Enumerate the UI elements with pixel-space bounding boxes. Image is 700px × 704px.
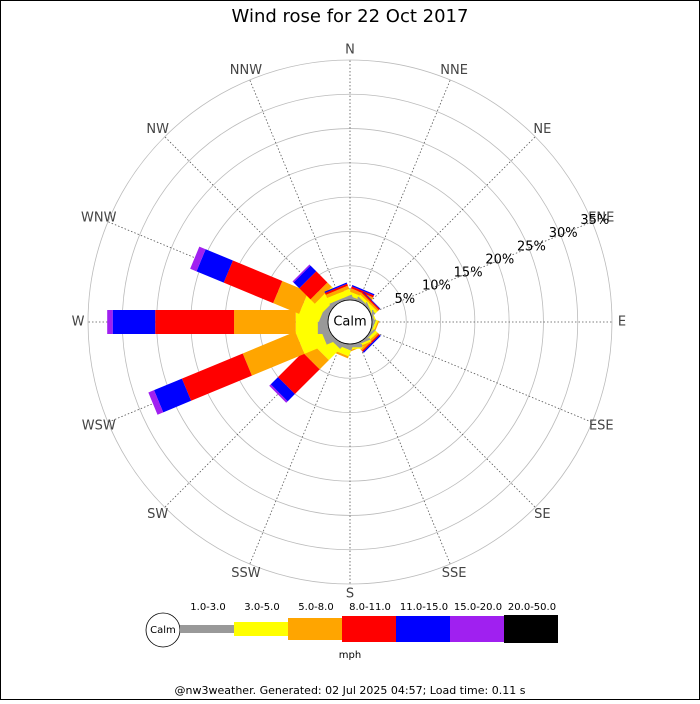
bar-segment [327, 288, 352, 304]
direction-label: SW [147, 507, 168, 522]
bar-segment [324, 283, 348, 295]
unit-label: mph [339, 650, 361, 661]
bar-segment [223, 260, 283, 304]
spoke [370, 330, 593, 423]
ring-label: 20% [485, 252, 514, 267]
legend-swatch [450, 616, 504, 642]
direction-label: SE [534, 507, 550, 522]
grid-ring [87, 59, 613, 585]
direction-label: WNW [81, 210, 117, 225]
calm-circle [327, 299, 373, 345]
chart-title: Wind rose for 22 Oct 2017 [232, 6, 469, 27]
bar-segment [196, 249, 233, 283]
legend-label: 1.0-3.0 [190, 602, 225, 613]
bar-segment [155, 310, 235, 334]
legend-label: 5.0-8.0 [298, 602, 333, 613]
direction-label: NNW [230, 63, 262, 78]
bar-segment [234, 310, 296, 334]
bar-segment [292, 264, 311, 283]
ring-label: 30% [549, 226, 578, 241]
bar-segment [299, 271, 328, 300]
legend-swatch [504, 615, 558, 643]
ring-label: 10% [422, 279, 451, 294]
bar-segment [148, 390, 164, 415]
bar-segment [154, 378, 192, 413]
legend-label: 11.0-15.0 [400, 602, 448, 613]
direction-label: ENE [588, 210, 614, 225]
direction-label: SSW [231, 566, 261, 581]
bar-segment [273, 280, 309, 314]
legend-label: 20.0-50.0 [508, 602, 556, 613]
bar-segment [360, 293, 379, 312]
bar-segment [329, 294, 353, 307]
bar-segment [351, 286, 374, 298]
bar-segment [310, 282, 332, 304]
direction-label: WSW [82, 419, 116, 434]
bar-segment [270, 377, 295, 402]
spoke [365, 337, 536, 508]
bar-segment [190, 246, 206, 272]
ring-label: 15% [454, 266, 483, 281]
spoke [358, 342, 451, 565]
calm-label: Calm [333, 315, 366, 330]
legend-calm-label: Calm [150, 625, 176, 636]
direction-label: NW [146, 122, 169, 137]
bar-segment [269, 384, 288, 403]
legend-swatch [180, 625, 234, 633]
bar-segment [293, 265, 317, 289]
direction-label: NE [533, 122, 551, 137]
direction-label: ESE [589, 419, 614, 434]
bar-segment [325, 285, 350, 299]
direction-label: SSE [442, 566, 467, 581]
bar-segment [362, 334, 381, 353]
spoke [249, 79, 342, 302]
legend-label: 15.0-20.0 [454, 602, 502, 613]
bar-segment [361, 292, 380, 311]
bar-segment [351, 285, 375, 296]
legend-swatch [342, 616, 396, 642]
bar-segment [112, 310, 156, 334]
bar-segment [107, 310, 113, 334]
legend-swatch [234, 622, 288, 636]
direction-label: W [72, 315, 85, 330]
legend-swatch [396, 616, 450, 642]
spoke [249, 342, 342, 565]
spoke [370, 221, 593, 314]
direction-label: NNE [440, 63, 468, 78]
bar-segment [181, 353, 252, 401]
bar-segment [242, 331, 305, 376]
bar-segment [324, 282, 348, 293]
ring-label: 5% [394, 292, 415, 307]
bar-segment [277, 352, 320, 395]
bar-segment [365, 301, 377, 325]
ring-label: 25% [517, 239, 546, 254]
direction-label: N [345, 43, 355, 58]
direction-label: S [346, 587, 354, 602]
footer: @nw3weather. Generated: 02 Jul 2025 04:5… [175, 684, 526, 697]
ring-label: 35% [580, 213, 609, 228]
direction-label: E [618, 315, 626, 330]
spoke [358, 79, 451, 302]
legend-label: 3.0-5.0 [244, 602, 279, 613]
legend-label: 8.0-11.0 [349, 602, 391, 613]
bar-segment [362, 291, 381, 310]
spoke [365, 136, 536, 307]
legend-swatch [288, 618, 342, 640]
